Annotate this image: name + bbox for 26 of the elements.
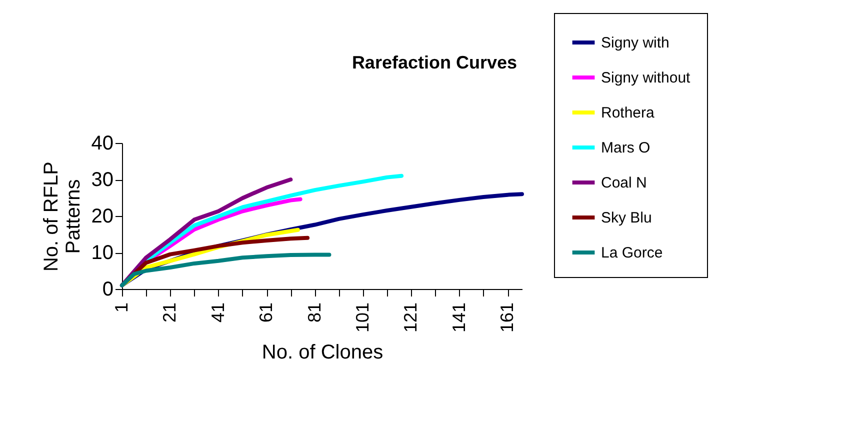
line-series bbox=[120, 178, 293, 288]
y-tick-label: 20 bbox=[91, 206, 114, 228]
x-axis-title: No. of Clones bbox=[262, 342, 384, 364]
y-axis-title: No. of RFLP Patterns bbox=[40, 161, 84, 272]
chart-title: Rarefaction Curves bbox=[352, 52, 517, 72]
x-tick-label: 81 bbox=[304, 302, 324, 323]
legend-label: Mars O bbox=[601, 140, 650, 156]
x-tick-label: 41 bbox=[208, 302, 228, 323]
line-series bbox=[120, 252, 332, 288]
x-tick-label: 141 bbox=[448, 302, 469, 333]
legend-label: Signy with bbox=[601, 34, 670, 52]
x-tick-label: 61 bbox=[256, 302, 276, 323]
legend-label: Sky Blu bbox=[601, 210, 652, 226]
x-tick-label: 1 bbox=[112, 302, 132, 313]
legend-label: Coal N bbox=[601, 174, 647, 192]
legend-label: La Gorce bbox=[601, 244, 663, 262]
x-tick-label: 21 bbox=[160, 302, 180, 323]
y-tick-label: 30 bbox=[91, 169, 114, 191]
x-tick-label: 121 bbox=[400, 302, 421, 333]
x-tick-label: 161 bbox=[497, 302, 518, 333]
y-tick-label: 40 bbox=[91, 132, 114, 154]
y-tick-label: 10 bbox=[91, 242, 114, 264]
legend-label: Signy without bbox=[601, 70, 692, 86]
y-tick-label: 0 bbox=[102, 278, 114, 300]
legend-label: Rothera bbox=[601, 104, 656, 122]
x-tick-label: 101 bbox=[352, 302, 372, 333]
